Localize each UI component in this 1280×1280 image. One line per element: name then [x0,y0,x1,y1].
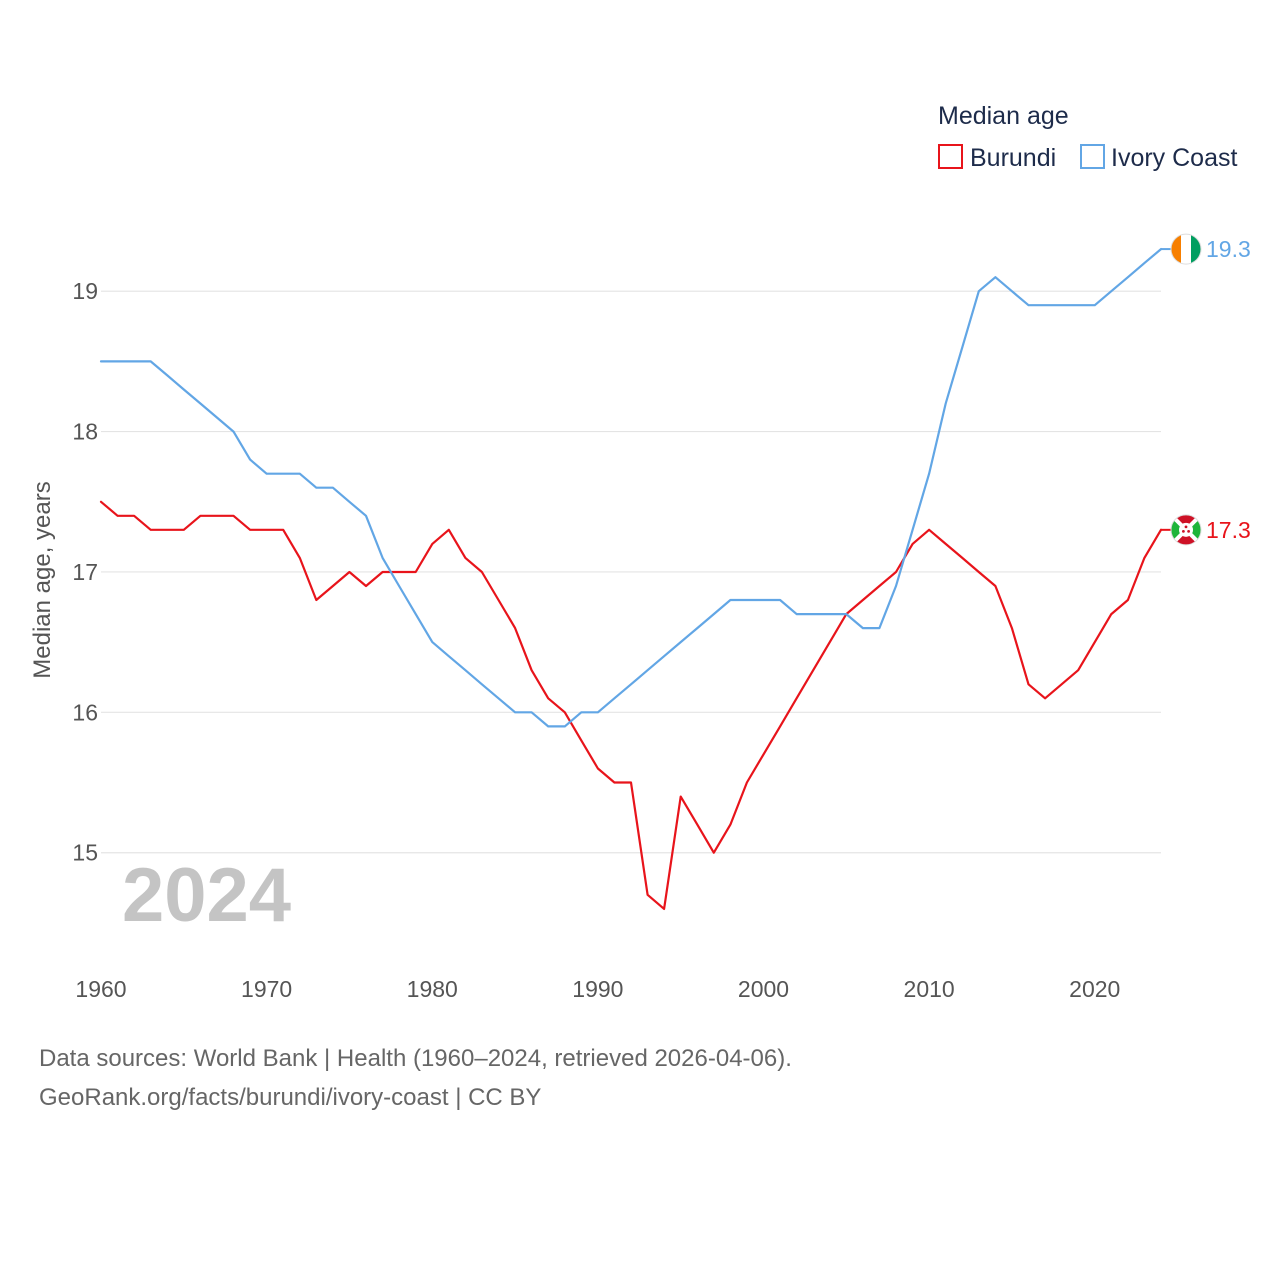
x-tick-label-1990: 1990 [572,976,623,1002]
flag-star-2 [1187,529,1190,533]
ivory-coast-flag-icon [1170,233,1202,265]
footer-attribution: GeoRank.org/facts/burundi/ivory-coast | … [39,1084,542,1111]
end-value-label-ivory-coast: 19.3 [1206,236,1251,262]
legend-item-burundi[interactable]: Burundi [938,144,1056,172]
flag-stripe-green [1191,234,1201,265]
y-tick-label-15: 15 [72,840,98,866]
y-tick-label-18: 18 [72,419,98,445]
end-value-label-burundi: 17.3 [1206,517,1251,543]
y-axis-title: Median age, years [29,481,56,678]
series-line-ivory-coast [99,248,1163,728]
series-lines [99,248,1163,911]
legend-title: Median age [938,102,1069,130]
burundi-flag-outline [1170,514,1202,546]
x-tick-label-2020: 2020 [1069,976,1120,1002]
legend-label-ivory-coast: Ivory Coast [1111,144,1237,172]
legend: Median age Burundi Ivory Coast [938,102,1237,172]
grid-lines [101,290,1161,854]
x-tick-label-2000: 2000 [738,976,789,1002]
y-tick-label-19: 19 [72,278,98,304]
flag-triangle-green-right [1186,514,1201,545]
y-axis-ticks: 15 16 17 18 19 [72,278,98,866]
x-tick-label-1960: 1960 [75,976,126,1002]
x-tick-label-1970: 1970 [241,976,292,1002]
y-tick-label-17: 17 [72,559,98,585]
burundi-flag-icon [1170,514,1202,546]
legend-swatch-ivory-coast [1080,144,1105,169]
burundi-flag-body [1171,514,1201,545]
legend-label-burundi: Burundi [970,144,1056,172]
x-axis-ticks: 1960 1970 1980 1990 2000 2010 2020 [75,976,1120,1002]
x-tick-label-2010: 2010 [904,976,955,1002]
ivory-coast-flag-outline [1170,233,1202,265]
flag-stripe-white [1181,234,1191,265]
flag-star-1 [1182,529,1185,533]
footer-sources: Data sources: World Bank | Health (1960–… [39,1045,792,1072]
year-watermark: 2024 [122,853,291,938]
flag-stripe-orange [1171,234,1181,265]
ivory-coast-flag-body [1171,234,1201,265]
end-markers: 17.3 19.3 [1161,233,1251,546]
flag-star-0 [1184,525,1188,529]
x-tick-label-1980: 1980 [407,976,458,1002]
y-tick-label-16: 16 [72,699,98,725]
flag-disc-white [1179,522,1193,537]
series-line-burundi [99,500,1163,911]
legend-swatch-burundi [938,144,963,169]
flag-triangle-green-left [1171,514,1186,545]
legend-item-ivory-coast[interactable]: Ivory Coast [1080,144,1237,172]
